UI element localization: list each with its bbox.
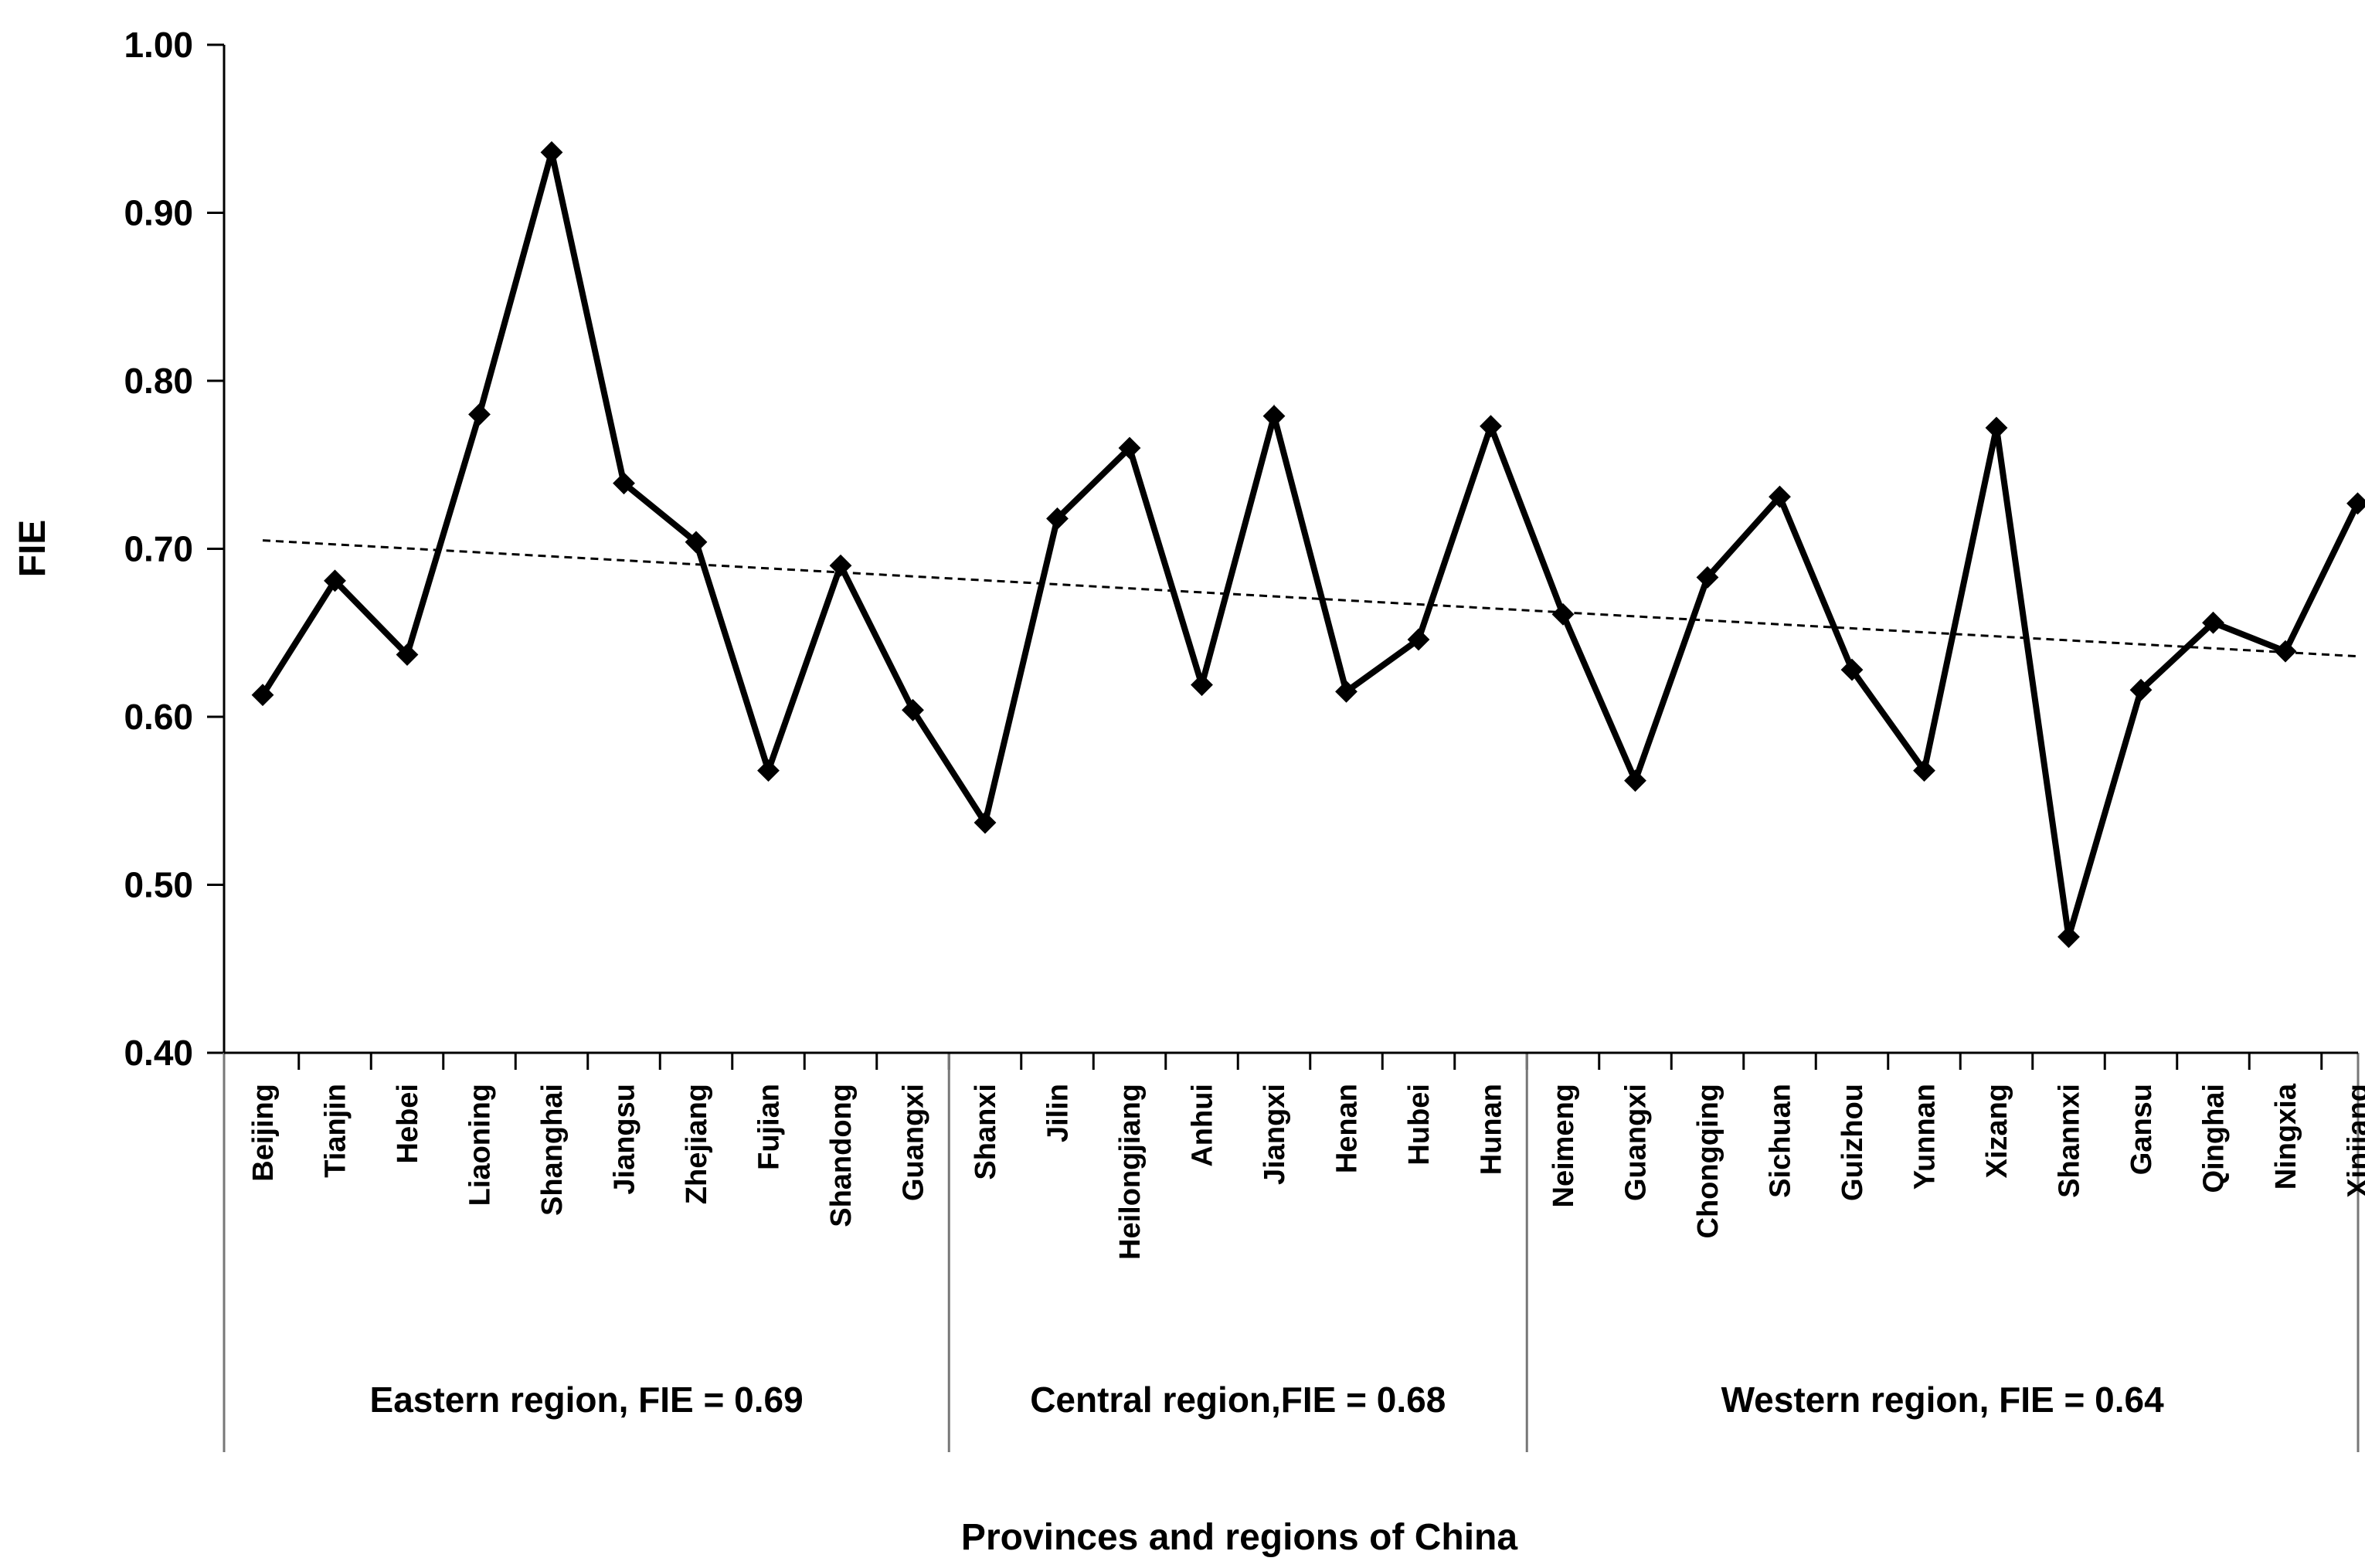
data-point-shanghai — [540, 141, 563, 164]
data-point-tianjin — [324, 569, 346, 592]
data-point-ningxia — [2274, 640, 2297, 663]
y-tick-label: 0.70 — [124, 529, 193, 569]
y-tick-label: 0.80 — [124, 361, 193, 401]
category-label: Jiangsu — [609, 1084, 641, 1195]
data-point-shanxi — [974, 811, 997, 834]
data-point-shandong — [829, 554, 852, 577]
category-label: Shanxi — [970, 1084, 1002, 1180]
category-label: Heilongjiang — [1114, 1084, 1147, 1260]
data-point-guizhou — [1840, 658, 1864, 681]
data-point-heilongjiang — [1118, 436, 1141, 460]
category-label: Beijing — [247, 1084, 280, 1182]
category-label: Chongqing — [1692, 1084, 1724, 1238]
category-label: Tianjin — [320, 1084, 352, 1178]
data-point-hebei — [396, 643, 419, 666]
data-point-hunan — [1480, 415, 1502, 438]
y-axis-ticks: 0.40 0.50 0.60 0.70 0.80 0.90 1.00 — [124, 25, 224, 1073]
category-label: Jilin — [1042, 1084, 1075, 1142]
data-point-neimeng — [1551, 602, 1575, 626]
y-tick-label: 0.90 — [124, 193, 193, 233]
data-point-anhui — [1191, 674, 1213, 697]
category-label: Guangxi — [1620, 1084, 1653, 1201]
data-point-shannxi — [2057, 925, 2080, 949]
data-point-yunnan — [1913, 759, 1935, 782]
data-point-markers — [251, 141, 2365, 949]
category-label: Sichuan — [1765, 1084, 1797, 1198]
y-tick-label: 0.40 — [124, 1033, 193, 1073]
category-labels: Beijing Tianjin Hebei Liaoning Shanghai Jiang… — [247, 1083, 2365, 1260]
y-axis-title: FIE — [12, 520, 53, 578]
category-label: Xinjiang — [2343, 1084, 2365, 1198]
category-label: Hubei — [1403, 1084, 1436, 1166]
data-point-xinjiang — [2346, 492, 2365, 515]
y-tick-label: 0.60 — [124, 697, 193, 737]
data-point-zhejiang — [685, 531, 708, 554]
region-label: Central region,FIE = 0.68 — [1030, 1380, 1446, 1420]
category-label: Shandong — [825, 1084, 858, 1227]
category-label: Guangxi — [898, 1084, 930, 1201]
data-point-beijing — [251, 684, 274, 707]
category-label: Fujian — [753, 1084, 786, 1170]
category-label: Ningxia — [2270, 1083, 2302, 1190]
category-label: Yunnan — [1909, 1084, 1942, 1190]
category-label: Liaoning — [464, 1084, 497, 1206]
region-group-labels: Eastern region, FIE = 0.69 Central region… — [370, 1380, 2165, 1420]
region-label: Western region, FIE = 0.64 — [1721, 1380, 2164, 1420]
category-label: Hebei — [392, 1084, 424, 1163]
series-line — [260, 151, 2361, 938]
trendline — [262, 539, 2358, 658]
y-tick-label: 1.00 — [124, 25, 193, 65]
category-label: Shannxi — [2054, 1084, 2086, 1198]
data-point-guangxi — [902, 698, 924, 721]
category-label: Zhejiang — [681, 1084, 713, 1204]
category-label: Jiangxi — [1259, 1084, 1291, 1185]
data-point-jiangxi — [1262, 405, 1286, 428]
category-label: Anhui — [1187, 1084, 1219, 1167]
category-label: Shanghai — [536, 1084, 569, 1216]
y-tick-label: 0.50 — [124, 865, 193, 905]
data-point-liaoning — [468, 403, 491, 426]
data-point-hubei — [1407, 628, 1430, 651]
data-point-jiangsu — [613, 472, 635, 495]
region-label: Eastern region, FIE = 0.69 — [370, 1380, 804, 1420]
data-point-gansu — [2129, 678, 2153, 701]
data-point-qinghai — [2202, 611, 2224, 634]
category-label: Guizhou — [1837, 1084, 1869, 1201]
data-point-xizang — [1985, 416, 2008, 440]
data-point-henan — [1335, 680, 1357, 703]
category-label: Hunan — [1476, 1084, 1508, 1175]
category-label: Gansu — [2125, 1084, 2158, 1175]
x-axis-category-dividers — [223, 1053, 2360, 1452]
data-point-sichuan — [1769, 485, 1791, 508]
category-label: Neimeng — [1548, 1084, 1580, 1207]
x-axis-title: Provinces and regions of China — [961, 1517, 1517, 1558]
data-point-guangxi — [1624, 769, 1646, 792]
data-point-fujian — [757, 759, 780, 782]
data-point-jilin — [1046, 507, 1069, 530]
category-label: Xizang — [1981, 1084, 2013, 1178]
data-point-chongqing — [1696, 566, 1719, 589]
category-label: Henan — [1331, 1084, 1364, 1173]
category-label: Qinghai — [2198, 1084, 2231, 1193]
